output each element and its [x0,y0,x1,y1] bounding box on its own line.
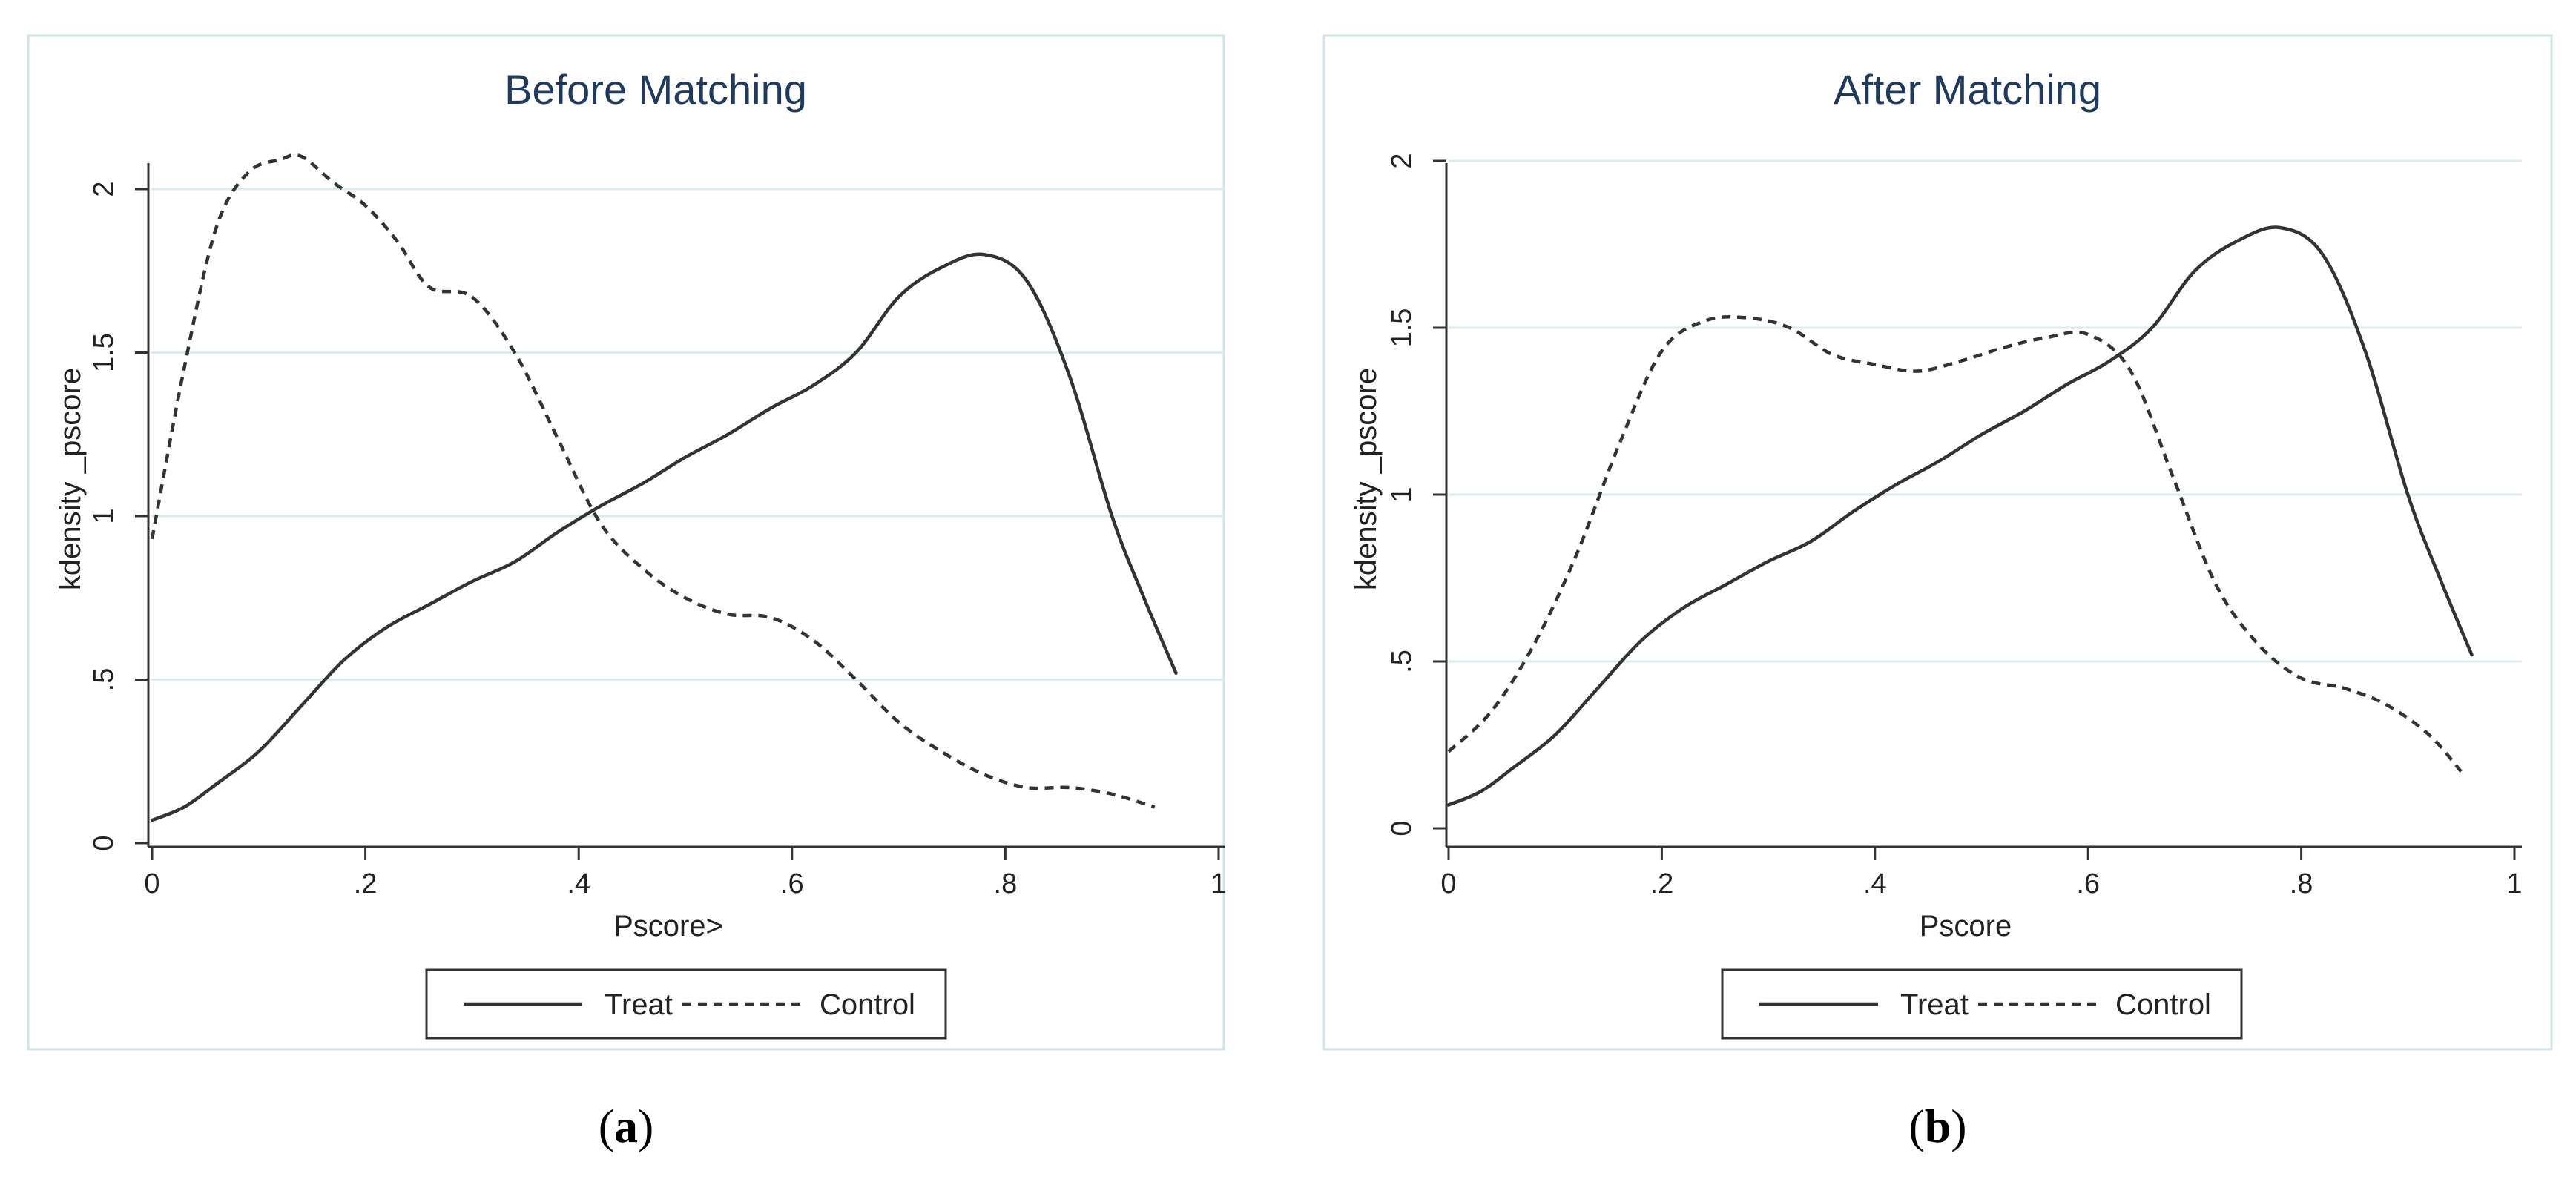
panel-label: (a) [599,1100,654,1152]
y-tick-label: 1.5 [88,333,119,372]
x-tick-label: .2 [1650,868,1674,899]
series-line-treat [150,252,1178,822]
x-tick-label: .8 [2290,868,2313,899]
x-tick-label: 0 [1440,868,1456,899]
x-tick-label: .6 [2076,868,2100,899]
y-tick-label: 1 [1386,486,1417,502]
legend-label-control: Control [820,988,915,1021]
chart-title: Before Matching [504,66,807,113]
x-tick-label: .6 [780,868,804,899]
x-tick-label: 1 [1210,868,1226,899]
legend-label-treat: Treat [605,988,673,1021]
x-tick-label: .8 [994,868,1018,899]
x-tick-label: 0 [144,868,159,899]
y-tick-label: .5 [1386,650,1417,673]
y-tick-label: 2 [88,181,119,197]
panel-after-matching: 0 .2 .4 .6 .8 1 0 .5 1 1.5 2 After Matching Pscore kd… [1322,34,2553,1152]
y-tick-label: 2 [1386,153,1417,168]
legend-label-treat: Treat [1900,988,1969,1021]
x-tick-label: .4 [1863,868,1887,899]
x-tick-label: 1 [2506,868,2522,899]
legend: Treat Control [425,968,947,1040]
x-tick-label: .4 [567,868,590,899]
chart-title: After Matching [1834,66,2101,113]
y-tick-label: 0 [88,835,119,851]
y-tick-label: 0 [1386,820,1417,836]
panel-before-matching: 0 .2 .4 .6 .8 1 0 .5 1 1.5 2 Before Matching Pscore>… [27,34,1227,1152]
x-axis-label: Pscore> [613,910,723,942]
panel-frame [1322,34,2553,1051]
y-tick-label: 1.5 [1386,308,1417,348]
legend-label-control: Control [2115,988,2211,1021]
x-tick-label: .2 [354,868,378,899]
panel-label: (b) [1908,1100,1966,1152]
series-line-control [150,153,1156,809]
y-axis-label: kdensity _pscore [54,368,87,590]
x-axis-label: Pscore [1920,910,2012,942]
series-line-treat [1446,225,2474,807]
series-line-control [1447,315,2463,773]
legend: Treat Control [1721,968,2243,1040]
y-tick-label: .5 [88,668,119,692]
panel-frame [27,34,1225,1051]
y-tick-label: 1 [88,508,119,524]
y-axis-label: kdensity _pscore [1350,368,1383,590]
